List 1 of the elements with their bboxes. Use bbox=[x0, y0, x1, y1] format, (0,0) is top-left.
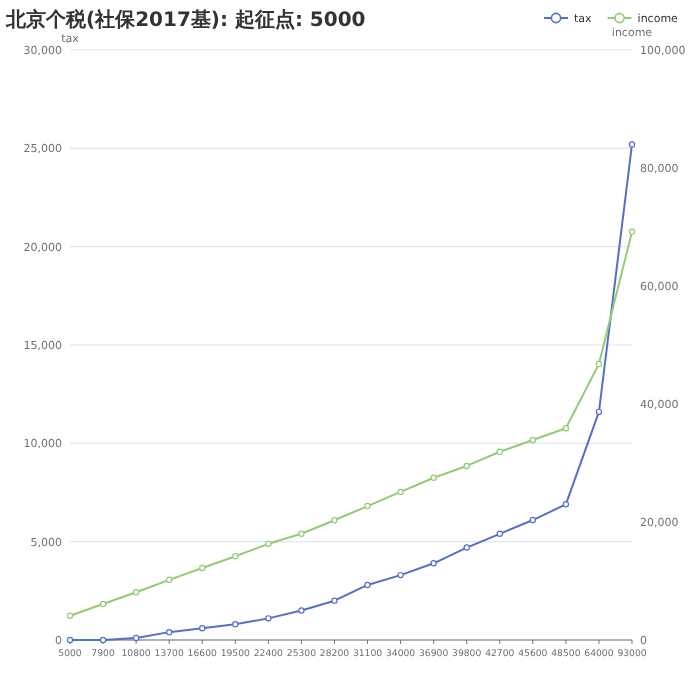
chart-title: 北京个税(社保2017基): 起征点: 5000 bbox=[4, 8, 366, 32]
